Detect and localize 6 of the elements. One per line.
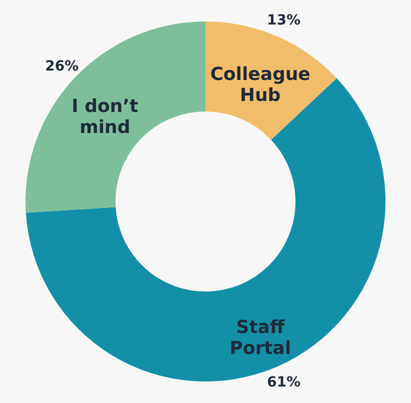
- data-label: 26%: [45, 58, 79, 75]
- data-label: 61%: [266, 374, 300, 390]
- slice-label: Staff Portal: [230, 317, 291, 360]
- data-label: 13%: [266, 12, 300, 29]
- slice-label: Colleague Hub: [210, 64, 310, 106]
- slice-label: I don’t mind: [72, 96, 139, 138]
